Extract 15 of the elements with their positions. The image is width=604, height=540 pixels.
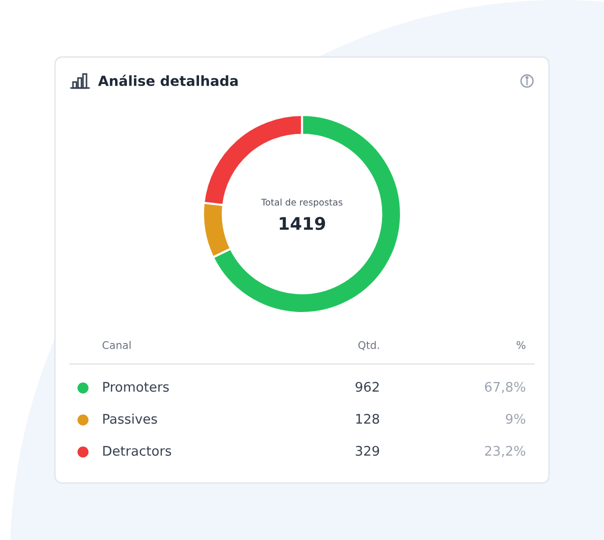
text: % bbox=[516, 341, 526, 350]
text: 1419 bbox=[280, 216, 326, 230]
text: 67,8% bbox=[485, 382, 526, 394]
data-label: 329 bbox=[356, 446, 380, 456]
data-label: 128 bbox=[356, 414, 380, 424]
legend-label: Promoters bbox=[103, 382, 169, 392]
text: Qtd. bbox=[358, 340, 379, 350]
legend-label: Passives bbox=[103, 414, 158, 424]
legend-label: Detractors bbox=[103, 446, 172, 456]
text: Canal bbox=[102, 340, 131, 350]
data-label: 962 bbox=[356, 382, 379, 392]
text: 23,2% bbox=[485, 446, 526, 458]
text: 9% bbox=[506, 414, 526, 424]
text: Total de respostas bbox=[261, 198, 342, 208]
chart-title: Análise detalhada bbox=[98, 74, 238, 86]
